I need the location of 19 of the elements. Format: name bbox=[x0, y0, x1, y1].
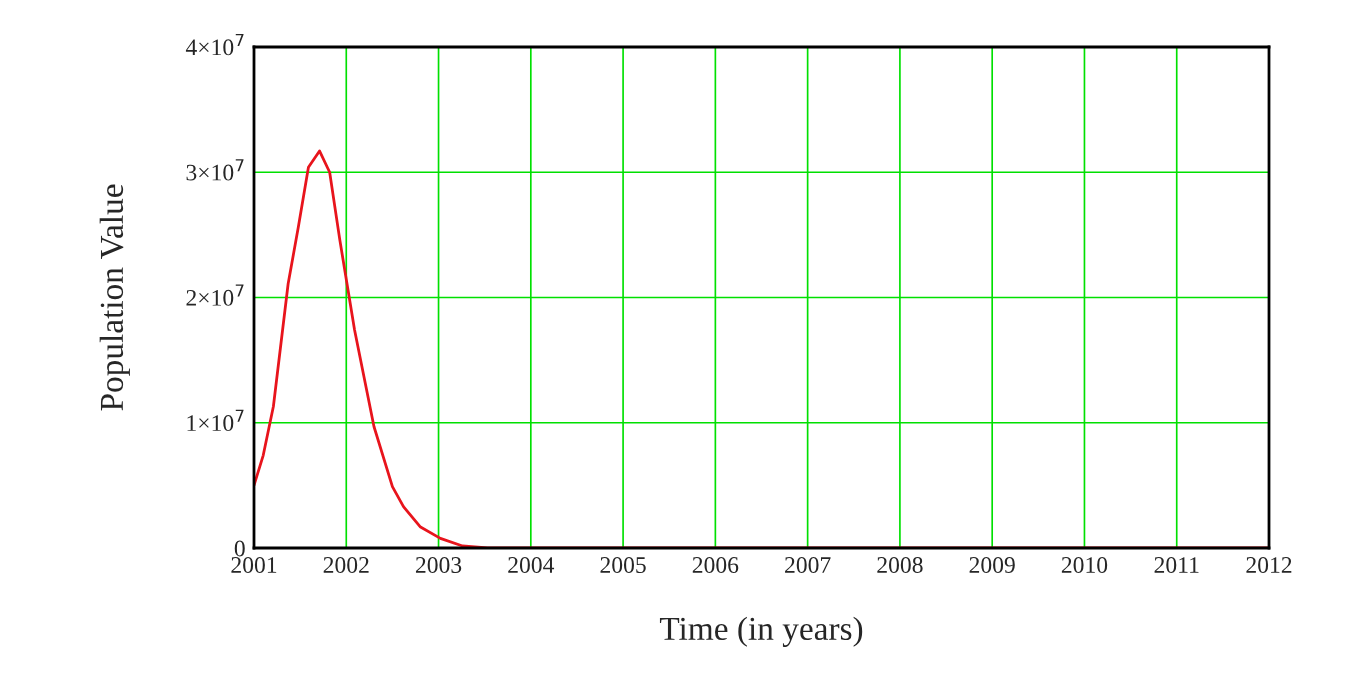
y-tick-label: 2×10$^{7}$ bbox=[186, 284, 244, 306]
x-tick-label: 2003 bbox=[415, 557, 462, 573]
y-tick-label: 0 bbox=[234, 540, 245, 557]
x-tick-label: 2004 bbox=[508, 557, 555, 573]
x-tick-label: 2009 bbox=[969, 557, 1015, 573]
x-tick-label: 2012 bbox=[1246, 557, 1292, 573]
y-tick-label: 1×10$^{7}$ bbox=[187, 409, 244, 432]
x-axis-title: Time (in years) bbox=[659, 616, 863, 647]
x-tick-label: 2006 bbox=[692, 557, 739, 573]
x-tick-label: 2002 bbox=[323, 557, 369, 573]
y-axis-title: Population Value bbox=[99, 184, 130, 411]
y-tick-label: 3×10$^{7}$ bbox=[186, 159, 244, 181]
y-tick-label: 4×10$^{7}$ bbox=[185, 33, 244, 56]
x-tick-label: 2008 bbox=[877, 557, 923, 573]
x-tick-label: 2007 bbox=[785, 557, 831, 573]
x-tick-label: 2001 bbox=[231, 557, 277, 573]
x-tick-label: 2005 bbox=[600, 557, 646, 573]
x-tick-label: 2010 bbox=[1061, 557, 1108, 573]
x-tick-label: 2011 bbox=[1154, 557, 1199, 573]
